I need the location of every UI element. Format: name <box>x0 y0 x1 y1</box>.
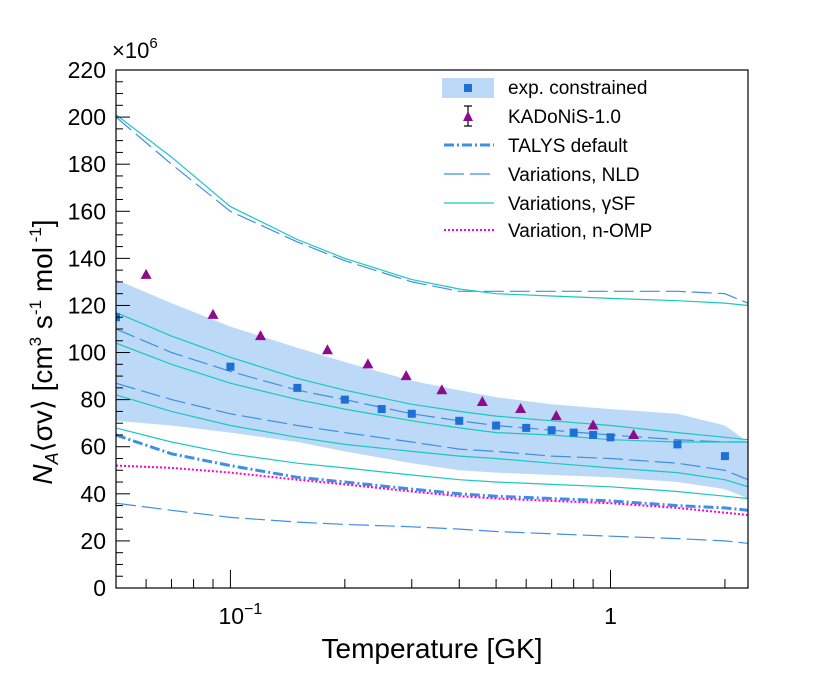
legend-label-gsf: Variations, γSF <box>508 194 635 215</box>
exp-point <box>226 362 235 371</box>
exp-point <box>606 433 615 442</box>
kadonis-point <box>321 344 333 355</box>
legend-label-nld: Variations, NLD <box>508 165 640 186</box>
kadonis-point <box>550 410 562 421</box>
kadonis-point <box>362 358 374 369</box>
band-exp-constrained <box>116 279 748 499</box>
exp-point <box>407 409 416 418</box>
exp-point <box>589 430 598 439</box>
series-nld-2 <box>116 382 748 481</box>
kadonis-point <box>207 308 219 319</box>
kadonis-point <box>628 428 640 439</box>
x-tick-label: 10−1 <box>218 601 262 629</box>
legend-swatch-exp-marker <box>464 84 472 92</box>
y-tick-label: 200 <box>68 104 106 130</box>
exp-point <box>492 421 501 430</box>
kadonis-point <box>140 268 152 279</box>
y-tick-label: 80 <box>80 387 106 413</box>
y-tick-label: 100 <box>68 340 106 366</box>
legend-label-band: exp. constrained <box>508 78 647 99</box>
legend-swatch-kadonis <box>463 111 473 121</box>
y-multiplier-exp: 6 <box>149 35 157 52</box>
series-nld-0 <box>116 116 748 304</box>
y-tick-label: 0 <box>93 575 106 601</box>
legend: exp. constrained KADoNiS-1.0 TALYS defau… <box>442 78 652 242</box>
y-axis-label-post: ] <box>27 219 58 227</box>
y-axis-label-mid3: mol <box>27 247 58 300</box>
series-nld-3 <box>116 502 748 544</box>
kadonis-point <box>400 370 412 381</box>
y-tick-label: 160 <box>68 198 106 224</box>
y-tick-label: 20 <box>80 528 106 554</box>
legend-label-kadonis: KADoNiS-1.0 <box>508 107 621 128</box>
y-tick-label: 60 <box>80 434 106 460</box>
exp-point <box>377 405 386 414</box>
x-axis-label: Temperature [GK] <box>322 633 543 664</box>
y-tick-label: 40 <box>80 481 106 507</box>
series-gsf-4 <box>116 427 748 500</box>
y-axis-label-mid: ⟨σv⟩ [cm <box>27 346 58 452</box>
y-multiplier: ×106 <box>112 35 158 63</box>
exp-point <box>522 423 531 432</box>
y-multiplier-base: ×10 <box>112 38 149 63</box>
series-gsf-1 <box>116 311 748 441</box>
legend-label-talys: TALYS default <box>508 136 628 157</box>
plot-content <box>116 114 748 544</box>
series-gsf-0 <box>116 114 748 307</box>
series-talys-default <box>116 433 748 512</box>
exp-point <box>293 383 302 392</box>
y-axis-label-n: N <box>27 464 58 485</box>
exp-point <box>455 416 464 425</box>
series-gsf-3 <box>116 394 748 488</box>
kadonis-point <box>255 330 267 341</box>
y-axis-label-sup2: -1 <box>26 300 45 315</box>
exp-point <box>569 428 578 437</box>
y-axis-label: NA⟨σv⟩ [cm3 s-1 mol -1] <box>26 219 62 484</box>
kadonis-point <box>515 403 527 414</box>
y-tick-label: 180 <box>68 151 106 177</box>
y-axis-label-sub: A <box>42 452 62 465</box>
y-axis-label-sup3: -1 <box>26 227 45 247</box>
kadonis-point <box>436 384 448 395</box>
plot-area <box>116 114 748 544</box>
series-n-omp <box>116 464 748 516</box>
x-tick-label: 1 <box>604 603 617 629</box>
legend-label-omp: Variation, n-OMP <box>508 221 652 242</box>
exp-point <box>673 440 682 449</box>
y-tick-label: 140 <box>68 245 106 271</box>
exp-point <box>340 395 349 404</box>
exp-point <box>547 426 556 435</box>
y-tick-label: 120 <box>68 292 106 318</box>
kadonis-point <box>587 419 599 430</box>
y-axis-label-sup1: 3 <box>26 337 45 346</box>
axes: 0 20 40 60 80 100 120 140 160 180 200 220 10−1 1 <box>68 57 749 629</box>
kadonis-point <box>476 395 488 406</box>
y-axis-label-mid2: s <box>27 315 58 337</box>
exp-point <box>720 452 729 461</box>
y-tick-label: 220 <box>68 57 106 83</box>
